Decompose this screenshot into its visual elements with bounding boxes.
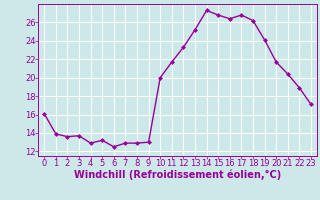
X-axis label: Windchill (Refroidissement éolien,°C): Windchill (Refroidissement éolien,°C) <box>74 169 281 180</box>
